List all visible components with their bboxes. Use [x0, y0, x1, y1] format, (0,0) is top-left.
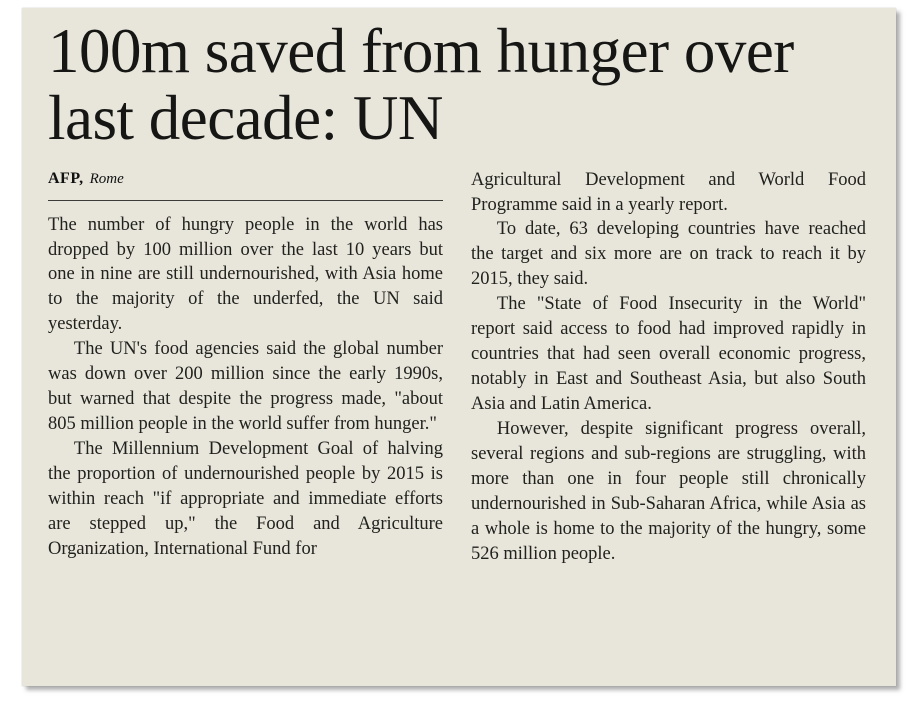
article-columns: AFP, Rome The number of hungry people in …	[48, 168, 866, 568]
byline-location: Rome	[89, 170, 124, 187]
paragraph: To date, 63 developing countries have re…	[471, 219, 866, 290]
headline: 100m saved from hunger over last decade:…	[48, 16, 794, 153]
left-column: AFP, Rome The number of hungry people in …	[48, 168, 443, 568]
paragraph: The UN's food agencies said the global n…	[48, 339, 443, 435]
paragraph: The "State of Food Insecurity in the Wor…	[471, 294, 866, 415]
newspaper-clipping: 100m saved from hunger over last decade:…	[22, 8, 896, 686]
left-column-text: The number of hungry people in the world…	[48, 213, 443, 563]
byline-rule	[48, 199, 443, 201]
right-column: Agricultural Development and World Food …	[471, 168, 866, 568]
paragraph: The number of hungry people in the world…	[48, 214, 443, 335]
byline: AFP, Rome	[48, 170, 443, 188]
paragraph: Agricultural Development and World Food …	[471, 169, 866, 215]
byline-agency: AFP,	[48, 169, 84, 187]
paragraph: However, despite significant progress ov…	[471, 419, 866, 565]
paragraph: The Millennium Development Goal of halvi…	[48, 439, 443, 560]
right-column-text: Agricultural Development and World Food …	[471, 168, 866, 568]
